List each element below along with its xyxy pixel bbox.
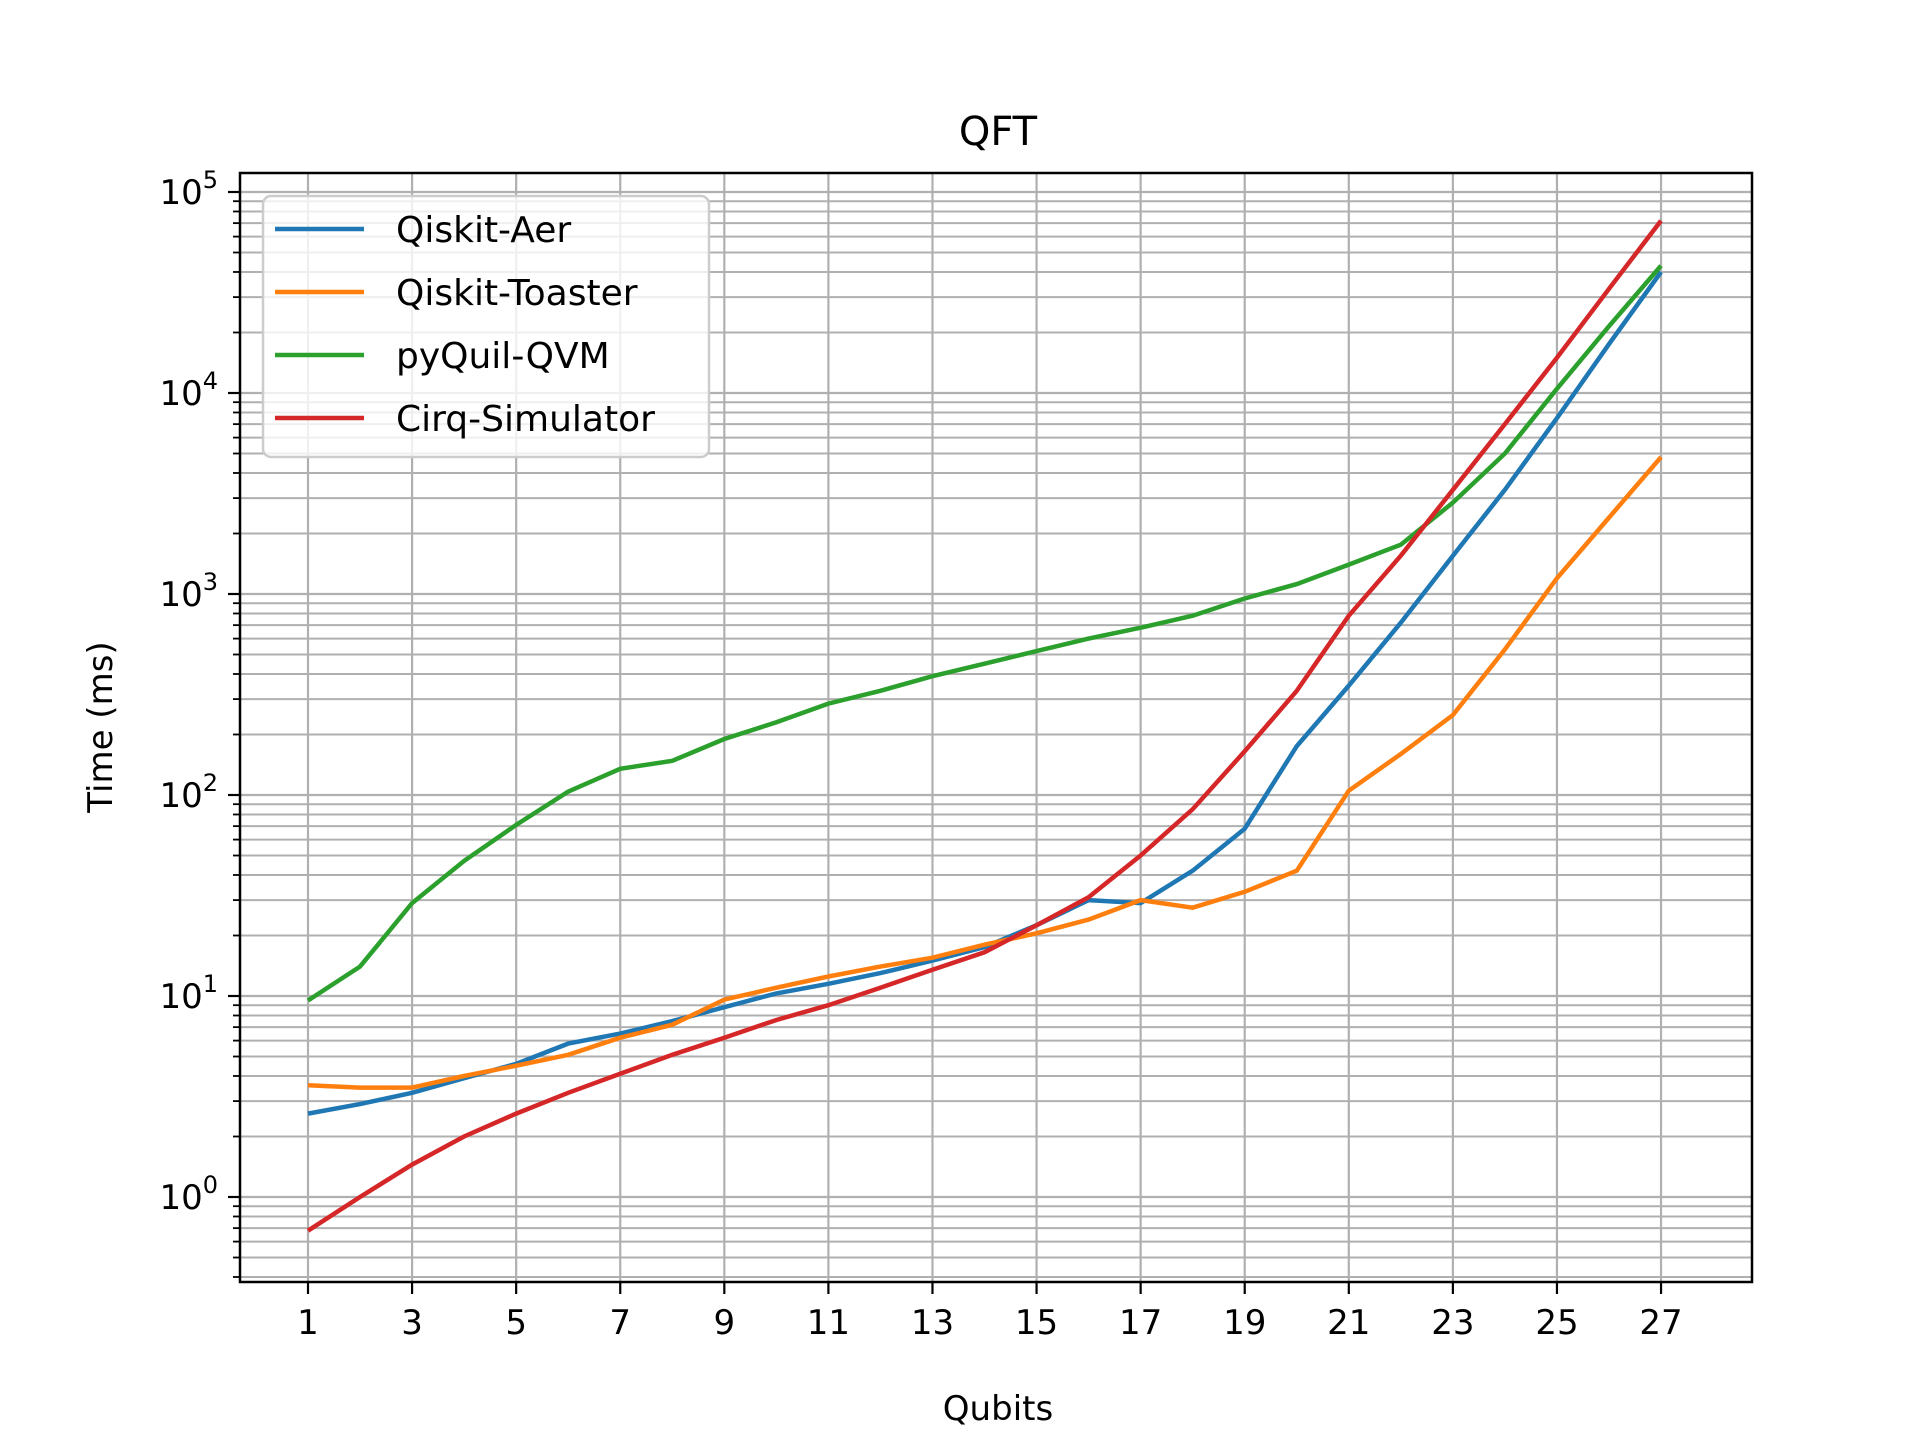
x-tick-label: 3 [401, 1303, 423, 1343]
x-tick-label: 25 [1535, 1303, 1578, 1343]
y-tick-label: 101 [159, 970, 218, 1017]
y-tick-label: 103 [159, 568, 218, 615]
x-axis-label: Qubits [943, 1389, 1053, 1429]
series-line-pyquil-qvm [306, 264, 1663, 1003]
x-tick-label: 13 [911, 1303, 954, 1343]
legend-label: pyQuil-QVM [396, 336, 610, 377]
y-tick-label: 102 [159, 769, 218, 816]
y-tick-label: 105 [159, 166, 218, 213]
y-tick-label: 100 [159, 1171, 218, 1218]
y-tick-label: 104 [159, 367, 218, 414]
legend: Qiskit-Aer Qiskit-Toaster pyQuil-QVM Cirq-S… [261, 194, 711, 459]
legend-label: Qiskit-Aer [396, 210, 571, 251]
plot-frame [238, 171, 1754, 1284]
x-tick-label: 23 [1431, 1303, 1474, 1343]
legend-label: Cirq-Simulator [396, 399, 655, 440]
x-tick-label: 19 [1223, 1303, 1266, 1343]
x-tick-label: 27 [1639, 1303, 1682, 1343]
chart-title: QFT [959, 109, 1038, 155]
x-tick-label: 9 [713, 1303, 735, 1343]
series-line-qiskit-toaster [307, 455, 1663, 1090]
series-lines [306, 219, 1663, 1233]
x-tick-label: 17 [1119, 1303, 1162, 1343]
y-axis-label: Time (ms) [81, 641, 121, 813]
x-axis-ticks: 1 3 5 7 9 11 13 15 17 19 21 23 25 27 [297, 1282, 1683, 1343]
legend-box [261, 194, 711, 459]
series-line-qiskit-aer [307, 270, 1663, 1116]
x-tick-label: 7 [609, 1303, 631, 1343]
x-tick-label: 5 [505, 1303, 527, 1343]
y-axis-ticks: 100 101 102 103 104 105 [159, 166, 240, 1278]
legend-label: Qiskit-Toaster [396, 273, 638, 314]
x-tick-label: 21 [1327, 1303, 1370, 1343]
x-tick-label: 11 [807, 1303, 850, 1343]
x-tick-label: 1 [297, 1303, 319, 1343]
x-tick-label: 15 [1015, 1303, 1058, 1343]
series-line-cirq-simulator [306, 219, 1663, 1233]
